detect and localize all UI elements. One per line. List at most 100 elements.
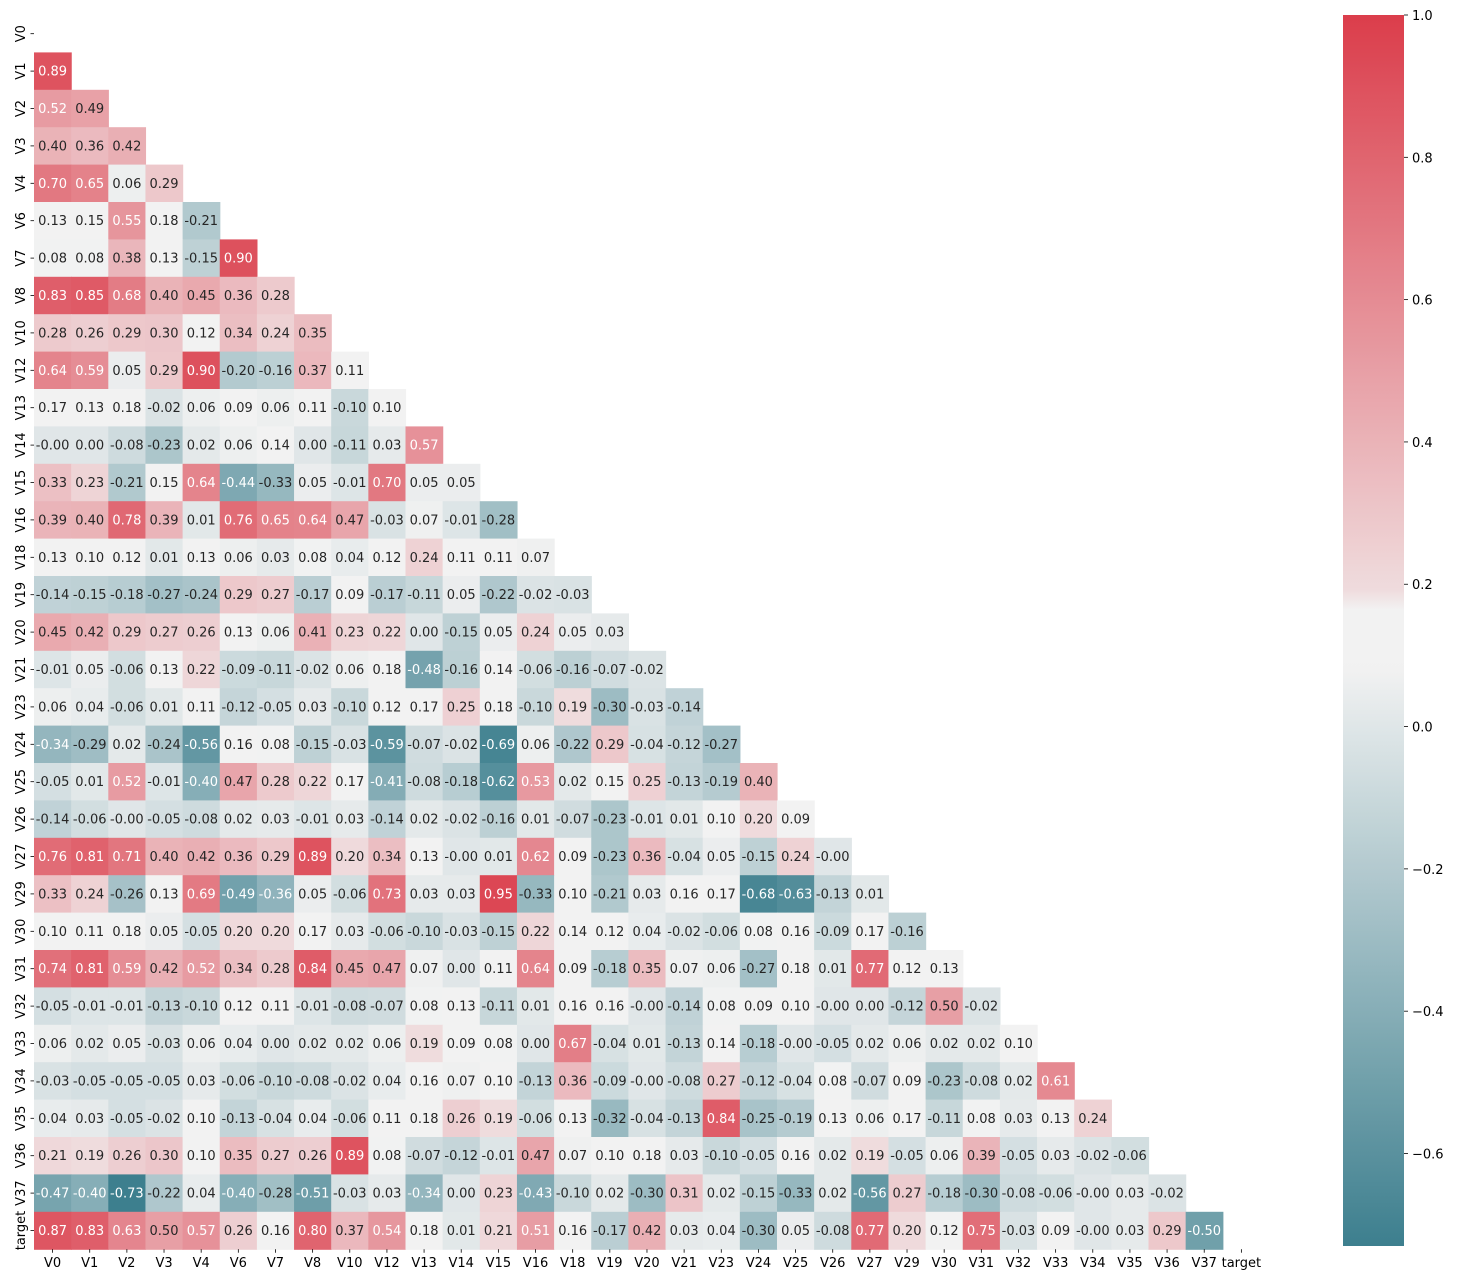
heatmap-cell xyxy=(628,912,667,951)
heatmap-cell xyxy=(628,987,667,1026)
cell-value-label: 0.41 xyxy=(298,626,327,641)
cell-value-label: 0.04 xyxy=(707,1224,736,1239)
cell-value-label: -0.08 xyxy=(407,775,441,790)
cell-value-label: -0.68 xyxy=(742,887,776,902)
x-tick-label: V12 xyxy=(374,1256,399,1271)
cell-value-label: 0.40 xyxy=(38,139,67,154)
colorbar-ticks: −0.6 −0.4 −0.2 0.0 0.2 0.4 0.6 0.8 1.0 xyxy=(1404,9,1444,1162)
heatmap-cell xyxy=(34,1024,72,1063)
heatmap-cell xyxy=(219,875,258,914)
cell-value-label: -0.40 xyxy=(221,1187,255,1202)
cell-value-label: 0.12 xyxy=(112,551,141,566)
heatmap-cell xyxy=(628,800,667,839)
cell-value-label: 0.26 xyxy=(112,1149,141,1164)
cell-value-label: 0.63 xyxy=(112,1224,141,1239)
cell-value-label: 0.20 xyxy=(893,1224,922,1239)
cell-value-label: -0.15 xyxy=(184,252,218,267)
cell-value-label: 0.38 xyxy=(112,252,141,267)
heatmap-cell xyxy=(34,1174,72,1213)
heatmap-cell xyxy=(702,1062,741,1101)
cell-value-label: 0.10 xyxy=(484,1074,513,1089)
heatmap-cell xyxy=(405,501,444,540)
cell-value-label: -0.05 xyxy=(742,1149,776,1164)
heatmap-cell xyxy=(71,800,109,839)
heatmap-cell xyxy=(331,650,369,689)
cell-value-label: 0.09 xyxy=(335,588,364,603)
cell-value-label: 0.20 xyxy=(224,925,253,940)
heatmap-cell xyxy=(71,576,109,614)
cell-value-label: -0.11 xyxy=(407,588,441,603)
heatmap-cell xyxy=(71,912,109,951)
heatmap-cell xyxy=(256,1062,295,1101)
cell-value-label: 0.45 xyxy=(187,289,216,304)
heatmap-cell xyxy=(182,1137,221,1175)
cell-value-label: 0.34 xyxy=(224,962,253,977)
cell-value-label: 0.02 xyxy=(558,775,587,790)
cell-value-label: 0.03 xyxy=(335,813,364,828)
heatmap-cell xyxy=(702,725,741,764)
cell-value-label: 0.68 xyxy=(112,289,141,304)
heatmap-cell xyxy=(219,800,258,839)
cell-value-label: 0.11 xyxy=(484,962,513,977)
cell-value-label: 0.26 xyxy=(447,1112,476,1127)
cell-value-label: 0.05 xyxy=(112,364,141,379)
heatmap-cell xyxy=(34,276,72,315)
cell-value-label: 0.06 xyxy=(930,1149,959,1164)
y-axis-tick-labels: V0 V1 V2 V3 V4 V6 V7 V8 V10 V12 V13 V14 V15 V16 V18 V19… xyxy=(14,25,34,1250)
heatmap-cell xyxy=(294,314,332,353)
heatmap-cell xyxy=(219,576,258,614)
cell-value-label: -0.00 xyxy=(1076,1224,1110,1239)
cell-value-label: 0.02 xyxy=(224,813,253,828)
cell-value-label: -0.27 xyxy=(742,962,776,977)
cell-value-label: 0.13 xyxy=(38,214,67,229)
heatmap-cell xyxy=(554,1099,592,1138)
cell-value-label: -0.16 xyxy=(890,925,924,940)
y-tick-label: V18 xyxy=(14,545,29,570)
cell-value-label: -0.04 xyxy=(630,1112,664,1127)
cell-value-label: 0.02 xyxy=(187,439,216,454)
heatmap-cell xyxy=(34,650,72,689)
heatmap-cell xyxy=(888,1099,927,1138)
y-tick-label: V12 xyxy=(14,358,29,383)
heatmap-cell xyxy=(405,1099,444,1138)
heatmap-cell xyxy=(739,912,778,951)
heatmap-cell xyxy=(331,538,369,577)
cell-value-label: 0.05 xyxy=(781,1224,810,1239)
cell-value-label: -0.21 xyxy=(593,887,627,902)
cell-value-label: 0.09 xyxy=(781,813,810,828)
heatmap-cell xyxy=(108,800,147,839)
cell-value-label: 0.26 xyxy=(298,1149,327,1164)
heatmap-cell xyxy=(34,1211,72,1250)
cell-value-label: -0.16 xyxy=(259,364,293,379)
heatmap-cell xyxy=(628,875,667,914)
heatmap-cell xyxy=(182,1024,221,1063)
heatmap-cell xyxy=(145,501,184,540)
heatmap-cell xyxy=(516,1099,555,1138)
cell-value-label: -0.50 xyxy=(1187,1224,1221,1239)
cell-value-label: 0.11 xyxy=(75,925,104,940)
heatmap-cell xyxy=(665,725,704,764)
heatmap-cell xyxy=(851,987,890,1026)
heatmap-cell xyxy=(108,1211,147,1250)
heatmap-cell xyxy=(34,987,72,1026)
heatmap-cell xyxy=(479,875,518,914)
x-tick-label: V18 xyxy=(560,1256,585,1271)
cell-value-label: 0.06 xyxy=(224,551,253,566)
cell-value-label: -0.01 xyxy=(147,775,181,790)
heatmap-cell xyxy=(34,164,72,203)
cell-value-label: -0.14 xyxy=(36,588,70,603)
heatmap-cell xyxy=(777,1099,815,1138)
cell-value-label: 0.18 xyxy=(633,1149,662,1164)
heatmap-cell xyxy=(331,688,369,727)
cell-value-label: -0.01 xyxy=(73,1000,107,1015)
cell-value-label: -0.11 xyxy=(259,663,293,678)
cell-value-label: -0.23 xyxy=(147,439,181,454)
heatmap-cell xyxy=(1148,1211,1187,1250)
cell-value-label: -0.26 xyxy=(110,887,144,902)
cell-value-label: 0.00 xyxy=(75,439,104,454)
heatmap-cell xyxy=(368,426,407,465)
cell-value-label: -0.03 xyxy=(147,1037,181,1052)
cell-value-label: 0.23 xyxy=(335,626,364,641)
heatmap-cell xyxy=(888,1062,927,1101)
heatmap-cell xyxy=(145,164,184,203)
